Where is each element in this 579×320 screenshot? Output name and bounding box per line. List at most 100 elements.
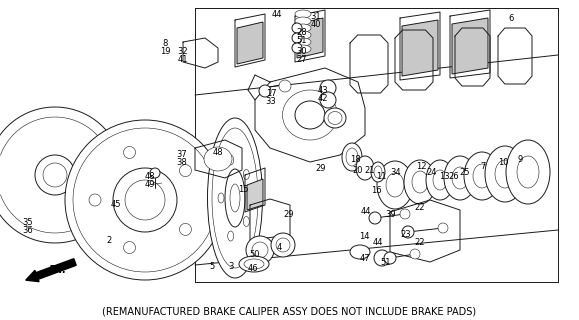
Text: 29: 29	[284, 210, 294, 219]
Ellipse shape	[374, 166, 382, 178]
Text: 37: 37	[177, 150, 188, 159]
Circle shape	[276, 238, 290, 252]
Text: 23: 23	[401, 230, 411, 239]
Ellipse shape	[377, 161, 413, 209]
Text: 17: 17	[266, 89, 276, 98]
Text: 11: 11	[376, 172, 386, 181]
Text: 33: 33	[266, 97, 276, 106]
Circle shape	[259, 85, 271, 97]
Text: 45: 45	[111, 200, 121, 209]
Text: 51: 51	[381, 258, 391, 267]
Circle shape	[252, 242, 268, 258]
Text: 36: 36	[23, 226, 34, 235]
Circle shape	[369, 212, 381, 224]
Circle shape	[271, 233, 295, 257]
Ellipse shape	[350, 245, 370, 259]
Text: 32: 32	[178, 47, 188, 56]
FancyArrow shape	[25, 259, 76, 282]
Ellipse shape	[218, 193, 224, 203]
Ellipse shape	[239, 256, 269, 272]
Ellipse shape	[473, 164, 491, 188]
Text: 41: 41	[178, 55, 188, 64]
Polygon shape	[247, 179, 263, 210]
Circle shape	[125, 180, 165, 220]
Circle shape	[410, 249, 420, 259]
Ellipse shape	[283, 90, 338, 140]
Text: 48: 48	[212, 148, 223, 157]
Ellipse shape	[228, 155, 234, 165]
Text: 10: 10	[498, 158, 508, 167]
Text: 4: 4	[276, 243, 281, 252]
Text: 26: 26	[449, 172, 459, 181]
Ellipse shape	[228, 231, 234, 241]
Text: 38: 38	[177, 158, 188, 167]
Text: 27: 27	[296, 55, 307, 64]
Text: 44: 44	[361, 207, 371, 216]
Circle shape	[292, 43, 302, 53]
Circle shape	[179, 164, 192, 177]
Text: 42: 42	[318, 94, 328, 103]
Polygon shape	[297, 18, 323, 58]
Text: (REMANUFACTURED BRAKE CALIPER ASSY DOES NOT INCLUDE BRAKE PADS): (REMANUFACTURED BRAKE CALIPER ASSY DOES …	[102, 306, 477, 316]
Text: 40: 40	[311, 20, 321, 29]
Text: 6: 6	[508, 14, 514, 23]
Text: 30: 30	[296, 47, 307, 56]
Circle shape	[374, 250, 390, 266]
Circle shape	[73, 128, 217, 272]
Polygon shape	[452, 18, 488, 74]
Ellipse shape	[506, 140, 550, 204]
Ellipse shape	[295, 24, 311, 32]
Circle shape	[35, 155, 75, 195]
Text: 31: 31	[311, 12, 321, 21]
Text: 5: 5	[210, 262, 215, 271]
Ellipse shape	[204, 147, 232, 171]
Text: 22: 22	[415, 203, 425, 212]
Text: 44: 44	[373, 238, 383, 247]
Ellipse shape	[295, 17, 311, 25]
Ellipse shape	[243, 217, 250, 227]
Circle shape	[179, 223, 192, 236]
Text: 12: 12	[416, 162, 426, 171]
Text: 49: 49	[145, 180, 155, 189]
Polygon shape	[402, 20, 438, 76]
Ellipse shape	[225, 169, 245, 227]
Text: 15: 15	[238, 185, 248, 194]
Ellipse shape	[295, 38, 311, 46]
Ellipse shape	[295, 45, 311, 53]
Ellipse shape	[328, 111, 342, 124]
Ellipse shape	[295, 101, 325, 129]
Text: FR.: FR.	[49, 265, 67, 275]
Circle shape	[279, 80, 291, 92]
Circle shape	[246, 236, 274, 264]
Circle shape	[113, 168, 177, 232]
Text: 2: 2	[107, 236, 112, 245]
Text: 34: 34	[391, 168, 401, 177]
Text: 25: 25	[460, 168, 470, 177]
Circle shape	[292, 33, 302, 43]
Text: 28: 28	[296, 28, 307, 37]
Ellipse shape	[426, 160, 454, 200]
Text: 21: 21	[365, 166, 375, 175]
Ellipse shape	[404, 160, 436, 204]
Circle shape	[65, 120, 225, 280]
Ellipse shape	[386, 173, 404, 197]
Ellipse shape	[243, 170, 250, 180]
Text: 20: 20	[353, 166, 363, 175]
Text: 7: 7	[481, 162, 486, 171]
Ellipse shape	[485, 146, 525, 202]
Text: 8: 8	[162, 39, 168, 48]
Circle shape	[89, 194, 101, 206]
Circle shape	[438, 223, 448, 233]
Circle shape	[402, 226, 414, 238]
Ellipse shape	[244, 259, 264, 269]
Text: 29: 29	[316, 164, 326, 173]
Ellipse shape	[452, 167, 468, 189]
Circle shape	[320, 80, 336, 96]
Circle shape	[150, 168, 160, 178]
Circle shape	[400, 209, 410, 219]
Circle shape	[320, 92, 336, 108]
Ellipse shape	[230, 184, 240, 212]
Circle shape	[292, 23, 302, 33]
Circle shape	[384, 252, 396, 264]
Ellipse shape	[412, 171, 428, 193]
